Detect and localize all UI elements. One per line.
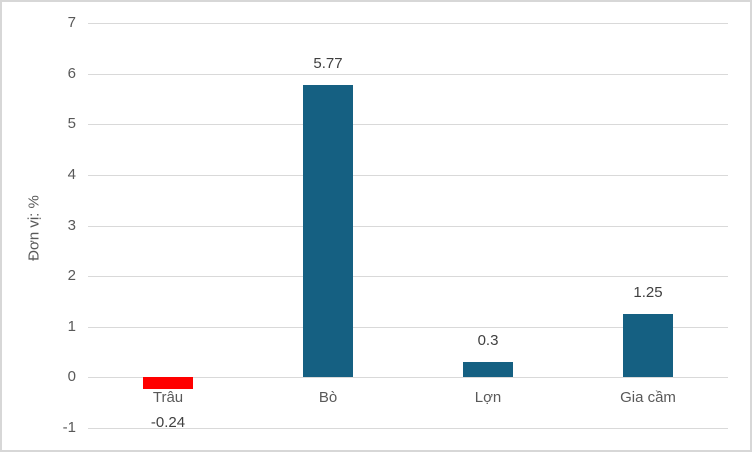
data-label: 1.25	[633, 284, 663, 301]
gridline	[88, 377, 728, 378]
data-label: 5.77	[313, 55, 343, 72]
gridline	[88, 276, 728, 277]
bar-Trâu	[143, 377, 193, 389]
bar-Gia cầm	[623, 314, 673, 377]
bar-Lợn	[463, 362, 513, 377]
y-tick-label: 7	[67, 14, 76, 31]
gridline	[88, 74, 728, 75]
gridline	[88, 175, 728, 176]
y-tick-label: -1	[62, 419, 76, 436]
data-label: -0.24	[150, 414, 186, 431]
gridline	[88, 124, 728, 125]
y-tick-label: 1	[67, 318, 76, 335]
category-label: Trâu	[152, 389, 184, 406]
gridline	[88, 226, 728, 227]
y-tick-label: 6	[67, 65, 76, 82]
category-label: Bò	[318, 389, 338, 406]
category-label: Lợn	[474, 389, 502, 406]
category-label: Gia cầm	[620, 389, 676, 406]
y-tick-label: 0	[67, 368, 76, 385]
y-tick-label: 2	[67, 267, 76, 284]
data-label: 0.3	[477, 332, 499, 349]
y-tick-label: 3	[67, 217, 76, 234]
gridline	[88, 23, 728, 24]
gridline	[88, 428, 728, 429]
bar-Bò	[303, 85, 353, 377]
y-tick-label: 5	[67, 115, 76, 132]
y-tick-label: 4	[67, 166, 76, 183]
gridline	[88, 327, 728, 328]
